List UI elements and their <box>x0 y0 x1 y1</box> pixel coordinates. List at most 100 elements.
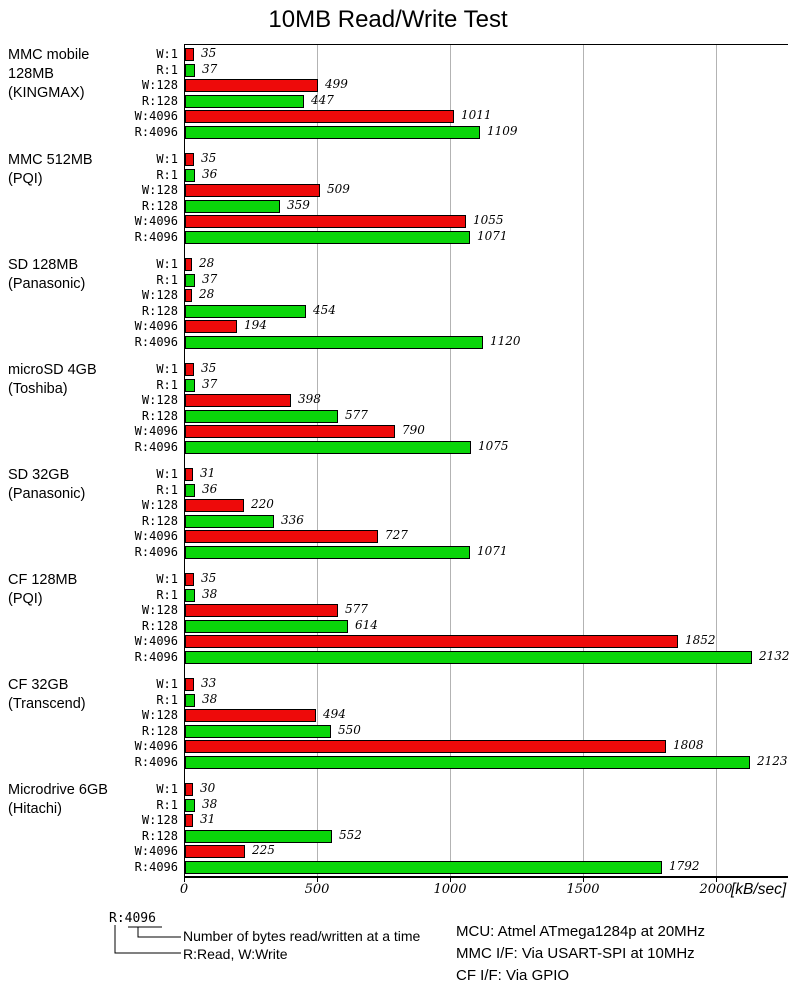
bar-value-label: 35 <box>201 571 217 585</box>
device-label-line: microSD 4GB <box>8 362 97 378</box>
x-axis-tick-500 <box>317 876 318 882</box>
device-label-line: (PQI) <box>8 591 43 607</box>
bar-value-label: 36 <box>202 482 218 496</box>
bar-value-label: 1852 <box>685 633 716 647</box>
read-bar-r1 <box>185 799 195 812</box>
write-bar-w1 <box>185 573 194 586</box>
row-label-w4096: W:4096 <box>134 319 178 333</box>
row-label-r4096: R:4096 <box>134 440 178 454</box>
bar-value-label: 35 <box>201 361 217 375</box>
bar-value-label: 37 <box>202 272 218 286</box>
device-label-5: SD 32GB (Panasonic) <box>8 466 173 504</box>
bar-value-label: 31 <box>200 812 216 826</box>
device-label-line: CF 128MB <box>8 572 78 588</box>
x-tick-label-500: 500 <box>304 882 330 897</box>
bar-value-label: 33 <box>201 676 217 690</box>
note-mmc-interface: MMC I/F: Via USART-SPI at 10MHz <box>456 945 695 962</box>
row-label-r128: R:128 <box>141 619 178 633</box>
x-axis-unit-label: [kB/sec] <box>731 881 787 898</box>
bar-value-label: 359 <box>287 198 310 212</box>
bar-value-label: 1071 <box>477 544 508 558</box>
device-label-line: (PQI) <box>8 171 43 187</box>
row-label-w128: W:128 <box>141 183 178 197</box>
bar-value-label: 28 <box>199 287 215 301</box>
gridline-1500 <box>583 44 584 876</box>
row-label-w1: W:1 <box>156 572 178 586</box>
row-label-r128: R:128 <box>141 199 178 213</box>
read-bar-r1 <box>185 274 195 287</box>
x-axis-tick-1000 <box>450 876 451 882</box>
row-label-r1: R:1 <box>156 693 178 707</box>
bar-value-label: 30 <box>200 781 216 795</box>
write-bar-w128 <box>185 709 316 722</box>
device-label-line: SD 32GB <box>8 467 70 483</box>
read-bar-r1 <box>185 484 195 497</box>
write-bar-w128 <box>185 604 338 617</box>
row-label-r128: R:128 <box>141 409 178 423</box>
x-axis-tick-2000 <box>716 876 717 882</box>
write-bar-w1 <box>185 678 194 691</box>
device-label-line: Microdrive 6GB <box>8 782 108 798</box>
row-label-r1: R:1 <box>156 798 178 812</box>
bar-value-label: 1071 <box>477 229 508 243</box>
device-label-line: (Panasonic) <box>8 276 86 292</box>
row-label-w1: W:1 <box>156 47 178 61</box>
row-label-w1: W:1 <box>156 467 178 481</box>
read-bar-r4096 <box>185 126 480 139</box>
read-bar-r1 <box>185 169 195 182</box>
bar-value-label: 577 <box>345 408 368 422</box>
row-label-w1: W:1 <box>156 677 178 691</box>
write-bar-w4096 <box>185 110 454 123</box>
read-bar-r128 <box>185 515 274 528</box>
bar-value-label: 31 <box>200 466 216 480</box>
x-tick-label-2000: 2000 <box>699 882 733 897</box>
read-bar-r128 <box>185 305 306 318</box>
bar-value-label: 38 <box>202 587 218 601</box>
x-axis-tick-0 <box>184 876 185 882</box>
device-label-line: CF 32GB <box>8 677 69 693</box>
write-bar-w4096 <box>185 320 237 333</box>
read-bar-r4096 <box>185 861 662 874</box>
read-bar-r4096 <box>185 756 750 769</box>
write-bar-w4096 <box>185 530 378 543</box>
row-label-r4096: R:4096 <box>134 755 178 769</box>
write-bar-w128 <box>185 289 192 302</box>
device-label-line: (Panasonic) <box>8 486 86 502</box>
bar-value-label: 1808 <box>673 738 704 752</box>
bar-value-label: 2123 <box>757 754 788 768</box>
bar-value-label: 499 <box>325 77 348 91</box>
x-axis-tick-1500 <box>583 876 584 882</box>
write-bar-w128 <box>185 814 193 827</box>
device-label-4: microSD 4GB (Toshiba) <box>8 361 173 399</box>
write-bar-w128 <box>185 184 320 197</box>
note-mcu: MCU: Atmel ATmega1284p at 20MHz <box>456 923 705 940</box>
device-label-line: SD 128MB <box>8 257 79 273</box>
row-label-w4096: W:4096 <box>134 844 178 858</box>
row-label-r128: R:128 <box>141 829 178 843</box>
row-label-r128: R:128 <box>141 94 178 108</box>
chart-title: 10MB Read/Write Test <box>268 6 508 33</box>
write-bar-w128 <box>185 79 318 92</box>
row-label-w128: W:128 <box>141 78 178 92</box>
write-bar-w1 <box>185 468 193 481</box>
device-label-line: MMC mobile <box>8 47 90 63</box>
write-bar-w4096 <box>185 215 466 228</box>
bar-value-label: 494 <box>323 707 346 721</box>
row-label-w4096: W:4096 <box>134 529 178 543</box>
bar-value-label: 220 <box>251 497 274 511</box>
y-axis-line <box>184 44 185 876</box>
row-label-w4096: W:4096 <box>134 739 178 753</box>
row-label-w4096: W:4096 <box>134 424 178 438</box>
bar-value-label: 35 <box>201 151 217 165</box>
bar-value-label: 577 <box>345 602 368 616</box>
row-label-w128: W:128 <box>141 288 178 302</box>
bar-value-label: 727 <box>385 528 408 542</box>
bar-value-label: 38 <box>202 797 218 811</box>
row-label-r1: R:1 <box>156 168 178 182</box>
read-bar-r128 <box>185 830 332 843</box>
bar-value-label: 194 <box>244 318 267 332</box>
write-bar-w1 <box>185 783 193 796</box>
device-label-6: CF 128MB (PQI) <box>8 571 173 609</box>
row-label-w128: W:128 <box>141 708 178 722</box>
